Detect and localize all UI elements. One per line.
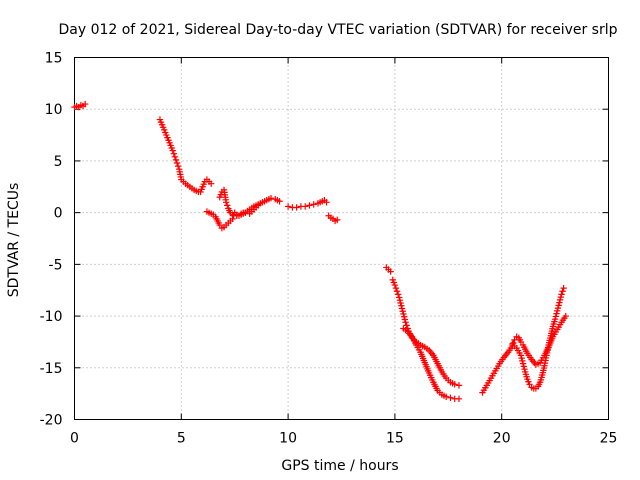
data-point (301, 203, 309, 210)
data-point (387, 268, 394, 275)
data-point (396, 297, 404, 304)
data-point (169, 147, 176, 154)
data-point (284, 203, 292, 210)
data-point (81, 100, 89, 108)
y-tick-label: -10 (40, 309, 63, 325)
series-seg10 (479, 312, 569, 396)
data-point (559, 288, 566, 295)
data-point (519, 360, 527, 367)
data-point (310, 201, 317, 208)
series-seg9 (400, 325, 463, 403)
data-point (555, 302, 562, 309)
data-point (442, 393, 450, 400)
chart-title: Day 012 of 2021, Sidereal Day-to-day VTE… (58, 22, 617, 38)
data-point (455, 382, 463, 389)
axis-ticks: 0 5 10 15 20 25 15 10 5 0 -5 -10 -15 -20 (40, 51, 618, 447)
data-point (399, 308, 406, 315)
x-tick-label: 5 (177, 431, 186, 447)
data-point (521, 365, 528, 373)
series-seg4 (216, 186, 262, 219)
data-point (392, 284, 400, 292)
data-point (562, 312, 569, 320)
data-point (172, 156, 180, 164)
data-point (520, 363, 527, 370)
x-tick-label: 20 (493, 431, 511, 447)
x-tick-label: 25 (600, 431, 618, 447)
data-point (517, 352, 525, 359)
series-seg8 (389, 276, 463, 389)
data-point (334, 216, 341, 224)
y-tick-label: 10 (45, 102, 63, 118)
data-point (397, 299, 404, 307)
data-point (402, 319, 409, 326)
data-point (557, 293, 564, 301)
y-axis-label: SDTVAR / TECUs (6, 183, 22, 298)
data-point (242, 209, 249, 216)
y-tick-label: 15 (45, 51, 63, 67)
data-point (556, 296, 564, 304)
data-point (553, 310, 560, 317)
y-tick-label: -20 (40, 413, 63, 429)
data-point (400, 313, 408, 320)
y-tick-label: 0 (54, 206, 63, 222)
data-point (323, 199, 330, 206)
series-seg7 (383, 264, 394, 275)
data-point (400, 310, 407, 318)
data-point (398, 305, 406, 312)
data-point (403, 322, 410, 329)
data-point (233, 212, 241, 219)
data-point (519, 357, 526, 365)
data-point (510, 339, 517, 347)
data-point (395, 294, 403, 301)
data-point (558, 291, 565, 298)
series-seg6 (325, 212, 341, 225)
x-tick-label: 10 (279, 431, 297, 447)
data-point (174, 162, 182, 170)
data-point (224, 202, 231, 209)
series-seg5 (284, 197, 330, 211)
data-point (229, 211, 236, 218)
x-tick-label: 15 (386, 431, 404, 447)
data-point (293, 204, 300, 211)
x-axis-label: GPS time / hours (281, 458, 398, 474)
grid-lines (74, 57, 609, 420)
y-tick-label: 5 (54, 154, 63, 170)
series-seg1 (71, 100, 89, 111)
data-point (401, 316, 409, 323)
data-point (171, 153, 179, 160)
data-point (398, 302, 405, 309)
data-point (447, 394, 454, 401)
data-point (551, 315, 559, 323)
plot-frame (74, 57, 609, 420)
data-point (554, 307, 561, 315)
data-point (394, 291, 402, 298)
x-tick-label: 0 (70, 431, 79, 447)
data-marks (71, 100, 569, 403)
data-point (556, 299, 563, 306)
data-point (554, 304, 562, 312)
data-point (552, 313, 560, 320)
data-point (222, 199, 230, 206)
data-point (254, 202, 262, 209)
series-seg2 (156, 116, 215, 196)
data-point (391, 281, 399, 289)
data-point (306, 202, 313, 209)
data-point (173, 159, 181, 167)
data-point (518, 354, 525, 362)
data-point (208, 180, 215, 187)
data-point (267, 194, 275, 202)
data-point (276, 198, 283, 205)
data-point (560, 284, 567, 292)
y-tick-label: -5 (49, 257, 63, 273)
series-seg11 (509, 284, 567, 392)
data-point (170, 150, 178, 157)
data-point (455, 395, 463, 403)
data-point (451, 381, 458, 388)
data-point (393, 288, 401, 295)
y-tick-label: -15 (40, 361, 63, 377)
